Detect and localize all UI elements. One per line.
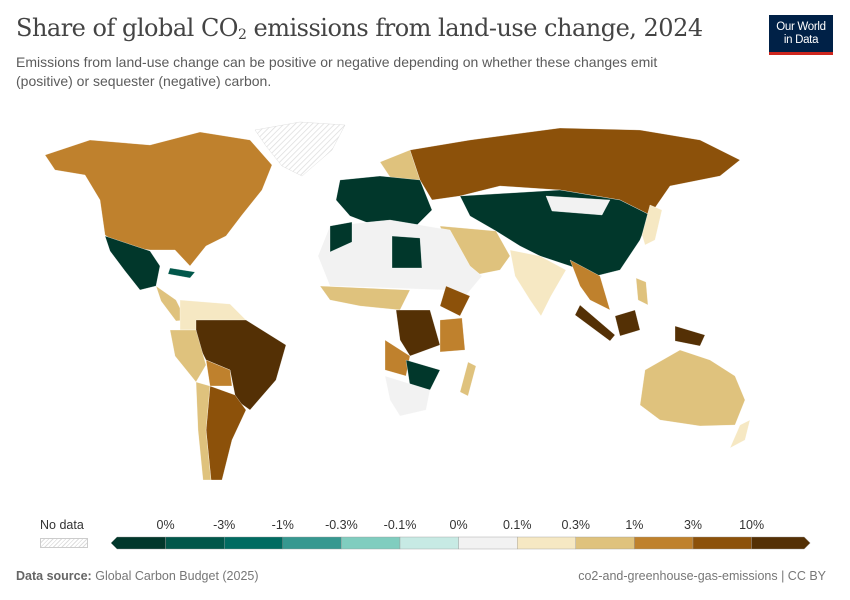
legend-bin[interactable] bbox=[399, 536, 459, 550]
region-philippines[interactable] bbox=[635, 277, 649, 306]
legend-tick-label: 10% bbox=[739, 518, 765, 532]
region-mongolia[interactable] bbox=[545, 195, 611, 216]
region-north-america[interactable] bbox=[44, 131, 273, 267]
legend-color-scale bbox=[110, 536, 811, 550]
region-mexico[interactable] bbox=[104, 235, 161, 291]
region-ethiopia[interactable] bbox=[439, 285, 471, 317]
legend-tick-label: -0.3% bbox=[325, 518, 358, 532]
region-australia[interactable] bbox=[639, 349, 746, 427]
legend-tick-label: 1% bbox=[625, 518, 644, 532]
legend-no-data-swatch bbox=[40, 538, 88, 548]
legend-tick-label: -0.1% bbox=[383, 518, 417, 532]
legend-bin[interactable] bbox=[110, 536, 166, 550]
region-west-africa[interactable] bbox=[319, 285, 411, 311]
legend-bin[interactable] bbox=[282, 536, 342, 550]
chart-title: Share of global CO2 emissions from land-… bbox=[16, 14, 703, 43]
legend-bin[interactable] bbox=[165, 536, 225, 550]
region-chile[interactable] bbox=[195, 381, 212, 481]
region-india[interactable] bbox=[509, 249, 567, 317]
region-new-guinea[interactable] bbox=[674, 325, 706, 347]
region-angola[interactable] bbox=[384, 339, 411, 377]
region-east-africa[interactable] bbox=[439, 317, 466, 353]
legend-bin[interactable] bbox=[223, 536, 283, 550]
legend-tick-label: 3% bbox=[683, 518, 703, 532]
data-source: Data source: Global Carbon Budget (2025) bbox=[16, 569, 259, 583]
legend-bin[interactable] bbox=[458, 536, 518, 550]
region-bolivia[interactable] bbox=[205, 359, 233, 387]
region-caribbean[interactable] bbox=[167, 267, 196, 279]
legend-bin[interactable] bbox=[634, 536, 694, 550]
legend-bin[interactable] bbox=[575, 536, 635, 550]
region-peru[interactable] bbox=[169, 329, 207, 383]
region-new-zealand[interactable] bbox=[729, 419, 751, 449]
chart-slug-license[interactable]: co2-and-greenhouse-gas-emissions | CC BY bbox=[578, 569, 826, 583]
region-drc[interactable] bbox=[395, 309, 441, 357]
region-greenland[interactable] bbox=[254, 121, 346, 177]
region-south-africa[interactable] bbox=[384, 375, 431, 417]
legend-tick-label: 0.1% bbox=[502, 518, 532, 532]
legend-no-data-label: No data bbox=[40, 518, 84, 532]
region-borneo[interactable] bbox=[614, 309, 641, 337]
region-morocco[interactable] bbox=[329, 221, 353, 253]
region-russia[interactable] bbox=[409, 127, 741, 216]
owid-logo[interactable]: Our World in Data bbox=[769, 15, 833, 55]
region-japan[interactable] bbox=[641, 204, 663, 246]
legend-bin[interactable] bbox=[517, 536, 577, 550]
region-libya[interactable] bbox=[391, 235, 423, 269]
region-madagascar[interactable] bbox=[459, 361, 477, 397]
legend-tick-label: -1% bbox=[271, 518, 294, 532]
legend-tick-label: 0% bbox=[156, 518, 175, 532]
chart-subtitle: Emissions from land-use change can be po… bbox=[16, 54, 658, 89]
legend-tick-label: 0% bbox=[449, 518, 468, 532]
region-southeast-asia[interactable] bbox=[569, 259, 611, 311]
legend-bin[interactable] bbox=[751, 536, 811, 550]
legend-tick-label: -3% bbox=[213, 518, 236, 532]
legend-bin[interactable] bbox=[341, 536, 401, 550]
region-sumatra-java[interactable] bbox=[574, 304, 616, 342]
legend-tick-label: 0.3% bbox=[561, 518, 591, 532]
legend-bin[interactable] bbox=[692, 536, 752, 550]
